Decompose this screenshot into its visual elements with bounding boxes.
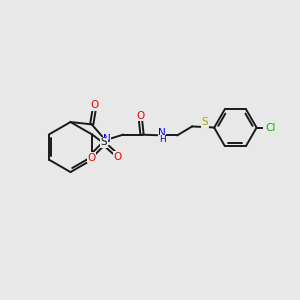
Text: N: N — [103, 134, 111, 144]
Text: Cl: Cl — [265, 123, 275, 133]
Text: O: O — [90, 100, 98, 110]
Text: S: S — [202, 117, 208, 127]
Text: N: N — [158, 128, 166, 138]
Text: S: S — [100, 137, 107, 147]
Text: H: H — [159, 135, 165, 144]
Text: O: O — [136, 110, 145, 121]
Text: O: O — [114, 152, 122, 162]
Text: O: O — [87, 153, 95, 163]
